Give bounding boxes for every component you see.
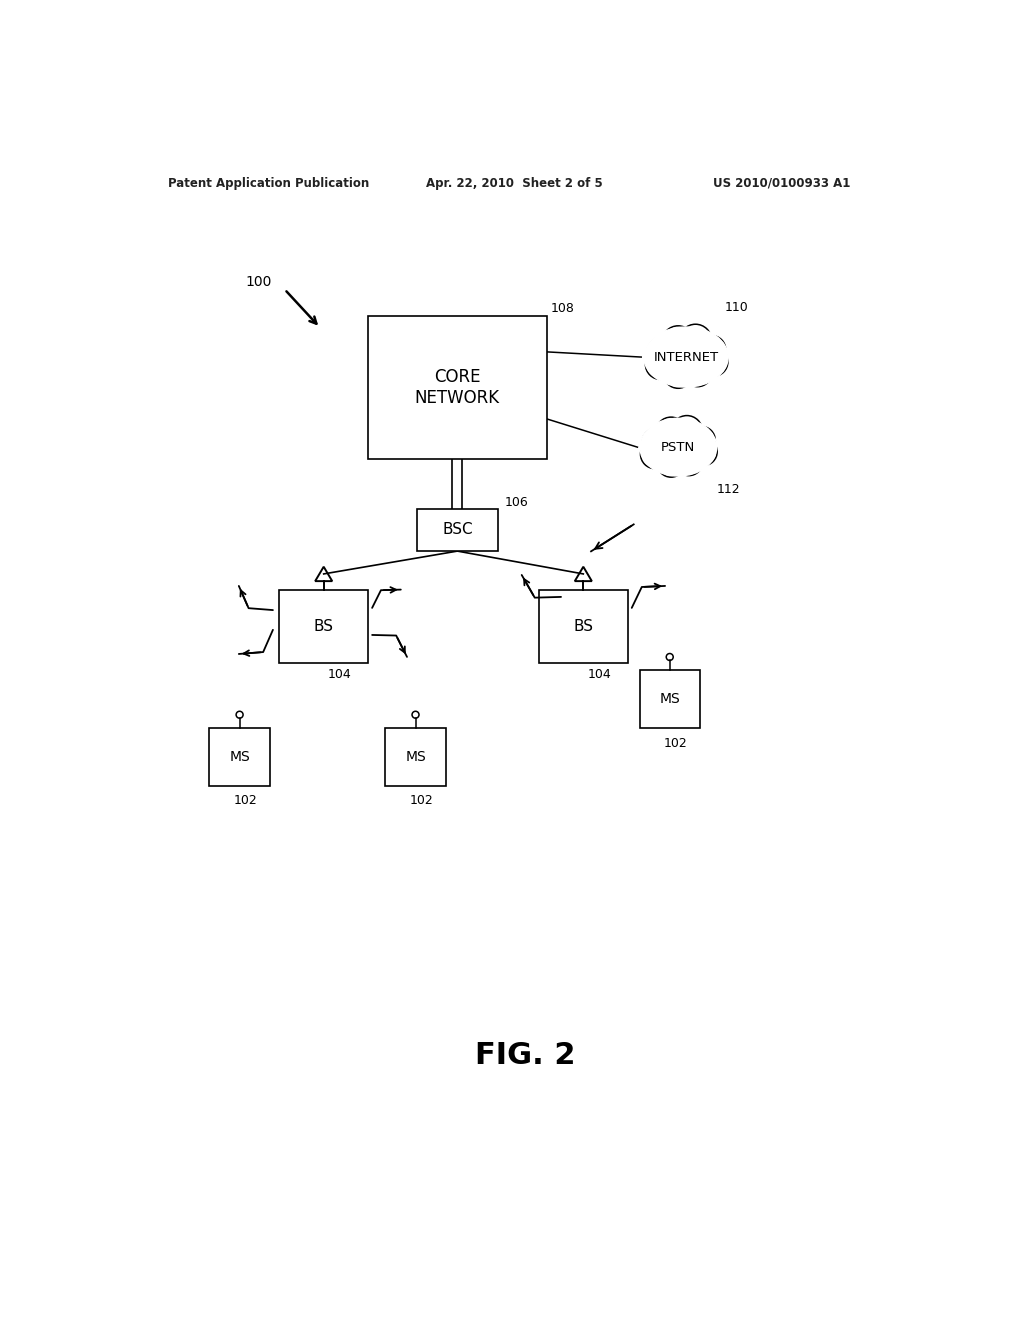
Text: PSTN: PSTN bbox=[662, 441, 695, 454]
Circle shape bbox=[682, 358, 713, 387]
Text: CORE
NETWORK: CORE NETWORK bbox=[415, 368, 500, 407]
Circle shape bbox=[687, 425, 716, 455]
Circle shape bbox=[656, 449, 686, 478]
Circle shape bbox=[688, 437, 718, 466]
Text: 100: 100 bbox=[246, 275, 272, 289]
Circle shape bbox=[696, 335, 727, 366]
Text: BS: BS bbox=[313, 619, 334, 634]
FancyBboxPatch shape bbox=[640, 671, 700, 729]
Text: INTERNET: INTERNET bbox=[653, 351, 719, 363]
Text: 102: 102 bbox=[664, 737, 687, 750]
Circle shape bbox=[645, 348, 677, 380]
Text: 110: 110 bbox=[725, 301, 749, 314]
Text: 104: 104 bbox=[588, 668, 611, 681]
Text: FIG. 2: FIG. 2 bbox=[474, 1041, 575, 1071]
Circle shape bbox=[671, 414, 703, 447]
Text: US 2010/0100933 A1: US 2010/0100933 A1 bbox=[713, 177, 851, 190]
Circle shape bbox=[662, 325, 695, 359]
FancyBboxPatch shape bbox=[539, 590, 628, 663]
Text: 108: 108 bbox=[550, 302, 574, 314]
Text: Patent Application Publication: Patent Application Publication bbox=[168, 177, 370, 190]
Ellipse shape bbox=[640, 418, 717, 477]
Circle shape bbox=[679, 323, 713, 358]
Text: 102: 102 bbox=[410, 795, 433, 808]
FancyBboxPatch shape bbox=[209, 729, 270, 785]
FancyBboxPatch shape bbox=[369, 317, 547, 459]
Text: BSC: BSC bbox=[442, 523, 473, 537]
Circle shape bbox=[674, 447, 703, 477]
Circle shape bbox=[640, 438, 671, 470]
Text: Apr. 22, 2010  Sheet 2 of 5: Apr. 22, 2010 Sheet 2 of 5 bbox=[426, 177, 603, 190]
FancyBboxPatch shape bbox=[280, 590, 369, 663]
Circle shape bbox=[663, 359, 693, 389]
Circle shape bbox=[654, 416, 687, 449]
Text: MS: MS bbox=[659, 692, 680, 706]
Text: 102: 102 bbox=[233, 795, 257, 808]
Text: 106: 106 bbox=[504, 496, 528, 508]
Text: MS: MS bbox=[406, 750, 426, 764]
Text: 104: 104 bbox=[328, 668, 352, 681]
FancyBboxPatch shape bbox=[385, 729, 445, 785]
Text: BS: BS bbox=[573, 619, 593, 634]
Text: 112: 112 bbox=[717, 483, 740, 496]
Ellipse shape bbox=[644, 327, 728, 387]
FancyBboxPatch shape bbox=[417, 508, 498, 552]
Circle shape bbox=[698, 347, 729, 378]
Circle shape bbox=[641, 426, 675, 461]
Text: MS: MS bbox=[229, 750, 250, 764]
Circle shape bbox=[646, 335, 682, 371]
